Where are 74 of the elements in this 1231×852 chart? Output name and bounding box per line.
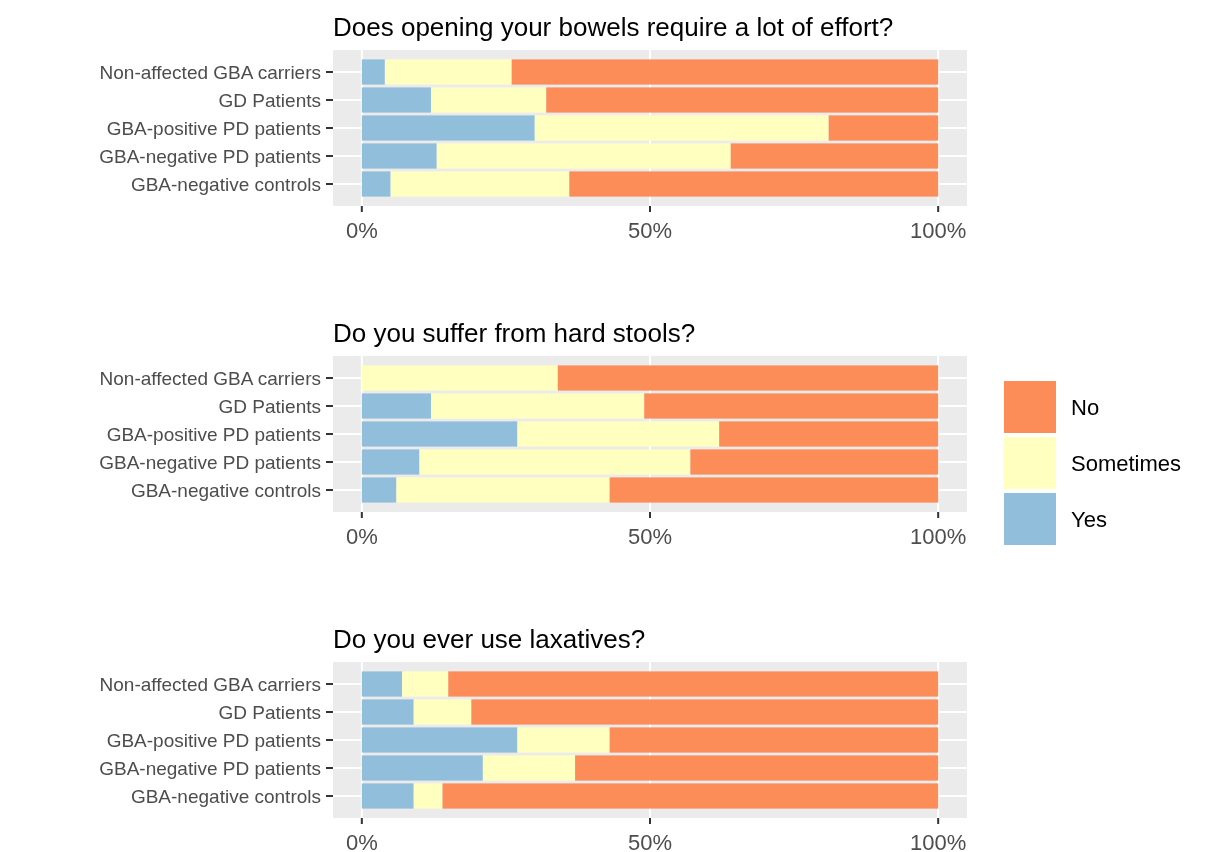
- bar: [361, 171, 391, 197]
- y-tick-label: GBA-positive PD patients: [106, 118, 321, 139]
- bar: [361, 365, 558, 391]
- y-tick-label: GBA-negative PD patients: [99, 146, 321, 167]
- bar: [419, 449, 691, 475]
- bar: [609, 727, 939, 753]
- y-tick-label: GD Patients: [218, 702, 321, 723]
- x-tick-label: 50%: [627, 218, 673, 243]
- legend-label: Sometimes: [1071, 451, 1182, 476]
- bar: [828, 115, 939, 141]
- legend-label: Yes: [1071, 507, 1107, 532]
- bar: [413, 699, 472, 725]
- x-tick-label: 100%: [910, 830, 967, 852]
- bar: [517, 421, 720, 447]
- bar: [557, 365, 939, 391]
- bar: [730, 143, 939, 169]
- y-tick-label: GBA-positive PD patients: [106, 730, 321, 751]
- bar: [402, 671, 449, 697]
- bar: [690, 449, 939, 475]
- bar: [575, 755, 939, 781]
- bar: [361, 421, 518, 447]
- bar: [361, 671, 403, 697]
- bar: [361, 727, 518, 753]
- bar: [482, 755, 576, 781]
- y-tick-label: GBA-negative controls: [130, 480, 321, 501]
- x-tick-label: 50%: [627, 830, 673, 852]
- bar: [448, 671, 939, 697]
- bar: [644, 393, 939, 419]
- x-tick-label: 100%: [910, 524, 967, 549]
- bar: [361, 87, 431, 113]
- y-tick-label: GBA-negative controls: [130, 174, 321, 195]
- bar: [361, 755, 483, 781]
- legend-label: No: [1071, 395, 1100, 420]
- bar: [569, 171, 939, 197]
- bar: [430, 393, 645, 419]
- y-tick-label: Non-affected GBA carriers: [99, 368, 321, 389]
- chart-title: Do you suffer from hard stools?: [333, 318, 696, 348]
- bar: [361, 143, 437, 169]
- y-tick-label: GBA-positive PD patients: [106, 424, 321, 445]
- bar: [361, 115, 535, 141]
- chart-title: Does opening your bowels require a lot of effort?: [333, 12, 894, 42]
- bar: [430, 87, 547, 113]
- bar: [384, 59, 512, 85]
- y-tick-label: GD Patients: [218, 90, 321, 111]
- bar: [609, 477, 939, 503]
- y-tick-label: GBA-negative PD patients: [99, 452, 321, 473]
- bar: [534, 115, 829, 141]
- bar: [361, 783, 414, 809]
- bar: [511, 59, 939, 85]
- bar: [361, 59, 385, 85]
- bar: [719, 421, 939, 447]
- y-tick-label: GBA-negative controls: [130, 786, 321, 807]
- bar: [361, 477, 397, 503]
- bar: [413, 783, 443, 809]
- bar: [546, 87, 939, 113]
- bar: [361, 449, 420, 475]
- bar: [436, 143, 731, 169]
- x-tick-label: 0%: [345, 524, 378, 549]
- y-tick-label: Non-affected GBA carriers: [99, 674, 321, 695]
- bar: [361, 393, 431, 419]
- x-tick-label: 0%: [345, 830, 378, 852]
- bar: [390, 171, 570, 197]
- bar: [396, 477, 610, 503]
- y-tick-label: GD Patients: [218, 396, 321, 417]
- bar: [361, 699, 414, 725]
- x-tick-label: 0%: [345, 218, 378, 243]
- x-tick-label: 100%: [910, 218, 967, 243]
- bar: [442, 783, 939, 809]
- y-tick-label: Non-affected GBA carriers: [99, 62, 321, 83]
- chart-title: Do you ever use laxatives?: [333, 624, 646, 654]
- x-tick-label: 50%: [627, 524, 673, 549]
- bar: [517, 727, 610, 753]
- y-tick-label: GBA-negative PD patients: [99, 758, 321, 779]
- bar: [471, 699, 939, 725]
